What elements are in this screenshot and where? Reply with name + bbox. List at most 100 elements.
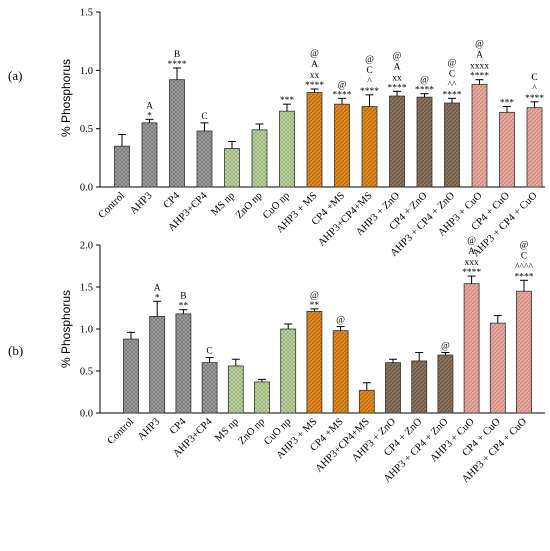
annotations-a: *A****BC*******xxA@****@****^C@****xxA@*… <box>146 40 544 122</box>
y-tick-label-a: 0.5 <box>80 124 93 135</box>
significance-label-a-10: @ <box>393 51 402 61</box>
bar-a-5 <box>251 129 268 188</box>
significance-label-b-15: ^^^^ <box>515 262 533 272</box>
bar-b-7 <box>306 310 323 414</box>
y-tick-label-b: 0.0 <box>80 409 93 420</box>
bar-a-9 <box>361 106 378 188</box>
significance-label-b-2: B <box>180 292 186 302</box>
significance-label-b-13: **** <box>462 268 481 278</box>
bar-b-14 <box>489 322 506 414</box>
bar-a-8 <box>334 103 350 188</box>
significance-label-b-7: @ <box>310 291 319 301</box>
bar-b-13 <box>463 283 480 414</box>
significance-label-a-7: **** <box>305 81 324 91</box>
bar-b-4 <box>227 365 244 414</box>
bar-a-15 <box>526 107 543 188</box>
bar-b-5 <box>254 381 270 414</box>
significance-label-a-2: B <box>174 50 180 60</box>
significance-label-a-6: *** <box>280 96 295 106</box>
significance-label-b-15: C <box>521 251 527 261</box>
y-tick-label-a: 0.0 <box>80 183 93 194</box>
significance-label-a-10: A <box>394 62 401 72</box>
x-category-label-b-5: ZnO np <box>236 416 267 447</box>
significance-label-a-7: @ <box>310 49 319 59</box>
y-tick-label-b: 0.5 <box>80 367 93 378</box>
significance-label-b-15: **** <box>515 272 534 282</box>
significance-label-b-13: A <box>468 247 475 257</box>
significance-label-a-8: @ <box>338 80 347 90</box>
significance-label-a-9: C <box>366 66 372 76</box>
y-tick-label-a: 1.5 <box>80 8 93 19</box>
significance-label-a-13: @ <box>475 40 484 50</box>
significance-label-a-7: A <box>311 60 318 70</box>
bar-b-11 <box>411 360 428 414</box>
x-category-label-a-4: MS np <box>209 190 237 218</box>
bar-a-11 <box>416 96 433 188</box>
bar-a-0 <box>114 145 130 188</box>
significance-label-a-15: C <box>531 73 537 83</box>
significance-label-a-12: @ <box>448 58 457 68</box>
x-category-label-b-1: AHP3 <box>136 416 162 442</box>
bar-a-3 <box>196 130 213 188</box>
significance-label-b-8: @ <box>336 315 345 325</box>
significance-label-a-8: **** <box>333 90 352 100</box>
x-category-label-a-1: AHP3 <box>128 190 154 216</box>
significance-label-b-1: A <box>154 283 161 293</box>
significance-label-a-11: @ <box>420 76 429 86</box>
significance-label-b-13: @ <box>467 236 476 246</box>
significance-label-b-13: xxx <box>464 258 479 268</box>
significance-label-a-1: A <box>146 101 153 111</box>
x-category-label-a-2: CP4 <box>162 190 183 211</box>
significance-label-a-13: A <box>476 51 483 61</box>
x-category-label-a-0: Control <box>97 190 128 221</box>
y-tick-label-a: 1.0 <box>80 66 93 77</box>
significance-label-a-10: **** <box>388 83 407 93</box>
bar-a-1 <box>141 122 158 188</box>
x-category-label-a-5: ZnO np <box>234 190 265 221</box>
bars-b <box>123 275 532 414</box>
significance-label-a-12: ^^ <box>448 80 457 90</box>
bar-a-10 <box>389 95 405 188</box>
significance-label-a-12: **** <box>443 90 462 100</box>
bar-b-8 <box>332 330 349 414</box>
significance-label-a-7: xx <box>310 71 320 81</box>
significance-label-b-7: ** <box>310 301 320 311</box>
significance-label-b-1: * <box>155 293 160 303</box>
significance-label-b-15: @ <box>520 240 529 250</box>
bars-a <box>114 67 543 188</box>
significance-label-b-3: C <box>206 347 212 357</box>
bar-a-7 <box>306 92 323 188</box>
significance-label-b-2: ** <box>179 302 189 312</box>
bar-a-2 <box>169 79 185 188</box>
chart-panel-a: (a) % Phosphorus 0.00.51.01.5 *A****BC**… <box>8 8 545 259</box>
bar-b-12 <box>437 354 454 414</box>
y-axis-label-b: % Phosphorus <box>59 290 73 368</box>
significance-label-a-10: xx <box>392 73 402 83</box>
significance-label-a-3: C <box>201 112 207 122</box>
bar-a-14 <box>499 111 515 188</box>
bar-b-10 <box>385 362 401 414</box>
x-category-label-b-0: Control <box>106 416 137 447</box>
bar-b-0 <box>123 338 139 414</box>
significance-label-a-12: C <box>449 69 455 79</box>
y-tick-label-b: 2.0 <box>80 241 93 252</box>
significance-label-a-15: **** <box>525 94 544 104</box>
bar-b-15 <box>516 290 532 414</box>
y-axis-label-a: % Phosphorus <box>59 59 73 137</box>
chart-panel-b: (b) % Phosphorus 0.00.51.01.52.0 *A**BC*… <box>8 236 545 485</box>
bar-b-1 <box>149 315 166 414</box>
bar-b-6 <box>280 328 297 414</box>
significance-label-a-15: ^ <box>532 84 537 94</box>
y-tick-label-b: 1.0 <box>80 325 93 336</box>
bar-a-12 <box>444 102 460 188</box>
significance-label-a-13: xxxx <box>470 62 489 72</box>
bar-a-4 <box>224 148 240 188</box>
bar-a-6 <box>279 110 295 188</box>
bar-b-3 <box>201 362 218 414</box>
significance-label-a-1: * <box>147 111 152 121</box>
significance-label-b-12: @ <box>441 342 450 352</box>
